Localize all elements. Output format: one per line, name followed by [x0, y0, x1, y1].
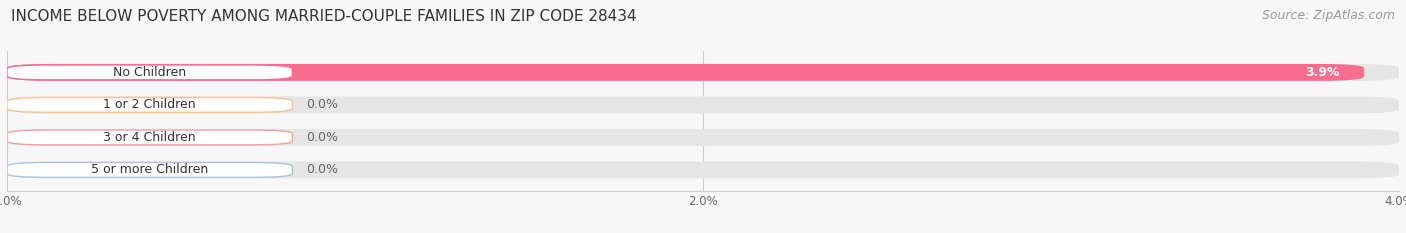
Text: 5 or more Children: 5 or more Children: [91, 163, 208, 176]
FancyBboxPatch shape: [7, 96, 1399, 113]
Text: 0.0%: 0.0%: [307, 98, 339, 111]
Text: 0.0%: 0.0%: [307, 163, 339, 176]
FancyBboxPatch shape: [7, 162, 292, 177]
Text: Source: ZipAtlas.com: Source: ZipAtlas.com: [1261, 9, 1395, 22]
FancyBboxPatch shape: [7, 129, 1399, 146]
Text: 1 or 2 Children: 1 or 2 Children: [104, 98, 195, 111]
FancyBboxPatch shape: [7, 97, 292, 112]
FancyBboxPatch shape: [7, 161, 1399, 178]
FancyBboxPatch shape: [7, 130, 292, 145]
Text: INCOME BELOW POVERTY AMONG MARRIED-COUPLE FAMILIES IN ZIP CODE 28434: INCOME BELOW POVERTY AMONG MARRIED-COUPL…: [11, 9, 637, 24]
Text: 3.9%: 3.9%: [1305, 66, 1340, 79]
FancyBboxPatch shape: [7, 65, 292, 80]
Text: 3 or 4 Children: 3 or 4 Children: [104, 131, 195, 144]
FancyBboxPatch shape: [7, 64, 1399, 81]
Text: 0.0%: 0.0%: [307, 131, 339, 144]
Text: No Children: No Children: [112, 66, 186, 79]
FancyBboxPatch shape: [7, 64, 1364, 81]
